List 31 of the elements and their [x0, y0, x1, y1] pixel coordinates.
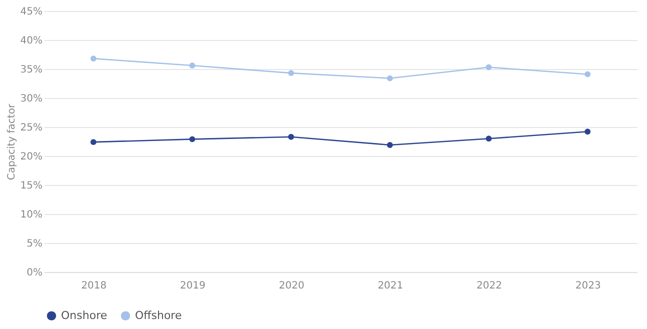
point — [584, 128, 591, 135]
y-tick-label: 20% — [20, 152, 42, 162]
legend-label: Onshore — [61, 308, 108, 322]
point — [288, 134, 294, 140]
x-tick-label: 2021 — [378, 280, 404, 292]
y-tick-label: 40% — [20, 36, 42, 46]
x-tick-label: 2020 — [278, 280, 304, 292]
y-tick-label: 45% — [20, 6, 42, 18]
x-tick-label: 2018 — [81, 280, 107, 292]
point — [288, 70, 294, 76]
y-tick-label: 35% — [20, 64, 42, 76]
y-tick-label: 15% — [20, 180, 42, 192]
point — [189, 136, 196, 142]
x-tick-label: 2019 — [180, 280, 206, 292]
y-axis-title: Capacity factor — [6, 103, 18, 180]
point — [486, 64, 492, 70]
y-tick-label: 30% — [20, 94, 42, 104]
y-tick-label: 5% — [26, 238, 42, 250]
point — [90, 139, 96, 146]
x-tick-label: 2022 — [476, 280, 502, 292]
point — [386, 142, 393, 148]
point — [486, 136, 492, 142]
point — [584, 71, 591, 78]
y-tick-label: 25% — [20, 122, 42, 134]
legend-label: Offshore — [135, 308, 182, 322]
y-tick-label: 0% — [26, 268, 42, 278]
point — [90, 56, 96, 62]
x-tick-label: 2023 — [575, 280, 601, 292]
point — [189, 62, 196, 68]
point — [386, 75, 393, 82]
y-tick-label: 10% — [20, 210, 42, 220]
